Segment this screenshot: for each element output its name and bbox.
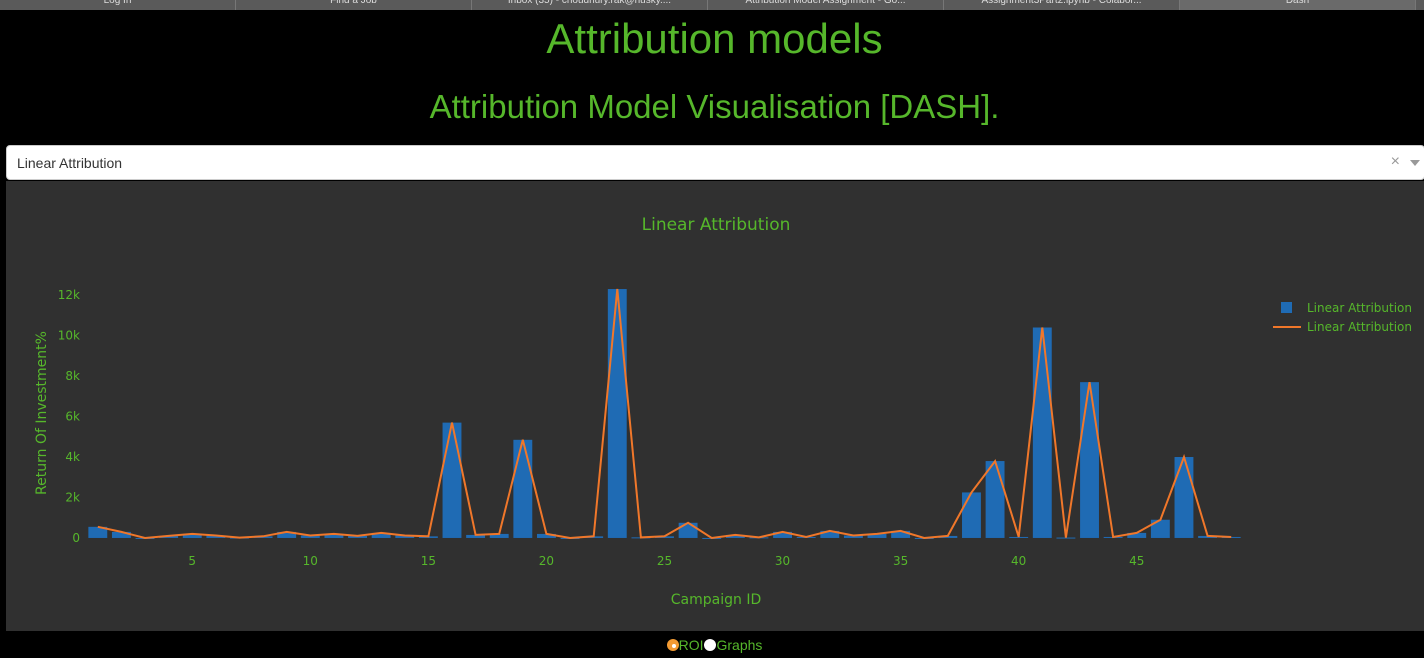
chart-line-series <box>97 288 1232 540</box>
chart-bar <box>300 535 320 538</box>
x-axis-label: Campaign ID <box>671 592 761 608</box>
chart-bar <box>1174 457 1194 538</box>
legend-line-label: Linear Attribution <box>1307 320 1412 334</box>
clear-icon[interactable]: × <box>1390 153 1400 170</box>
page-title: Attribution models <box>546 15 883 62</box>
browser-tab-active[interactable]: Dash <box>1180 0 1416 10</box>
browser-tab[interactable]: Inbox (35) - choudhury.rak@husky.... <box>472 0 708 10</box>
chart-bar <box>843 535 863 538</box>
graphs-radio-label[interactable]: Graphs <box>716 637 763 653</box>
chart-bar <box>891 530 911 538</box>
attribution-model-dropdown[interactable]: Linear Attribution × <box>6 145 1424 180</box>
page-subtitle: Attribution Model Visualisation [DASH]. <box>429 88 1000 125</box>
chart-bar <box>489 533 509 538</box>
chart-bar <box>324 533 344 538</box>
browser-tab[interactable]: Log In <box>0 0 236 10</box>
browser-tab-bar: Log In Find a Job Inbox (35) - choudhury… <box>0 0 1424 10</box>
chart-bar <box>111 531 131 538</box>
chart-bar <box>442 422 462 538</box>
chart-bar <box>536 533 556 538</box>
chart-bar <box>348 535 367 538</box>
x-tick-label: 5 <box>188 554 196 568</box>
y-axis-label: Return Of Investment% <box>34 331 50 495</box>
x-tick-label: 15 <box>421 554 436 568</box>
chart-bar <box>1032 327 1052 538</box>
graphs-radio[interactable] <box>704 639 717 651</box>
chart-bar <box>371 532 391 538</box>
chart-bar <box>88 526 108 538</box>
chart-bar <box>1127 532 1147 538</box>
chart-bar <box>773 531 793 538</box>
chart-bar <box>159 535 179 538</box>
view-radio-group: ROI Graphs <box>5 631 1424 658</box>
chart-bar <box>1009 536 1029 538</box>
y-tick-label: 2k <box>65 490 80 504</box>
y-tick-label: 4k <box>65 450 80 464</box>
browser-tab[interactable]: Attribution Model Assignment - Go... <box>708 0 944 10</box>
chart-bar <box>1150 519 1170 538</box>
chart-bar <box>182 533 202 538</box>
chart-bar <box>395 535 415 538</box>
dropdown-selected-value: Linear Attribution <box>17 155 123 171</box>
chart-bar <box>985 461 1005 538</box>
x-tick-label: 40 <box>1011 554 1026 568</box>
chart-bar <box>513 439 533 538</box>
legend-bar-swatch <box>1281 302 1292 313</box>
browser-tab[interactable]: Find a Job <box>236 0 472 10</box>
chart-bar <box>466 534 486 538</box>
dash-page: Attribution models Attribution Model Vis… <box>5 12 1424 658</box>
attribution-graph[interactable]: Linear Attribution 0 2k 4k 6k 8k 10k 12k 5 10 15 20… <box>6 181 1424 631</box>
x-tick-label: 10 <box>303 554 318 568</box>
chart-bar <box>938 535 958 538</box>
x-tick-label: 25 <box>657 554 672 568</box>
chart-bar <box>1080 382 1099 538</box>
chart-bar <box>1198 535 1218 538</box>
chart-bar <box>962 492 981 538</box>
chart-svg: Linear Attribution 0 2k 4k 6k 8k 10k 12k 5 10 15 20… <box>34 215 1412 608</box>
roi-radio[interactable] <box>666 639 679 651</box>
y-tick-label: 6k <box>65 410 80 424</box>
x-tick-label: 30 <box>775 554 790 568</box>
chart-bar <box>867 533 887 538</box>
x-tick-label: 45 <box>1129 554 1144 568</box>
chart-bar <box>206 535 226 538</box>
chart-bar <box>820 530 840 538</box>
browser-tab[interactable]: Assignment3Part2.ipynb - Colabor... <box>944 0 1180 10</box>
chart-bar <box>678 522 698 538</box>
chart-bar <box>1221 536 1241 538</box>
chart-bar <box>1056 537 1076 539</box>
x-tick-label: 20 <box>539 554 554 568</box>
chart-bar <box>607 289 627 538</box>
y-tick-label: 0 <box>72 531 80 545</box>
chart-title: Linear Attribution <box>642 215 791 235</box>
y-tick-label: 8k <box>65 369 80 383</box>
roi-radio-label[interactable]: ROI <box>678 637 704 653</box>
legend-bar-label: Linear Attribution <box>1307 301 1412 315</box>
chart-bar <box>277 531 297 538</box>
y-tick-label: 12k <box>58 288 80 302</box>
x-tick-label: 35 <box>893 554 908 568</box>
chart-bar <box>725 534 745 538</box>
chevron-down-icon[interactable] <box>1410 160 1420 166</box>
y-tick-label: 10k <box>58 329 80 343</box>
